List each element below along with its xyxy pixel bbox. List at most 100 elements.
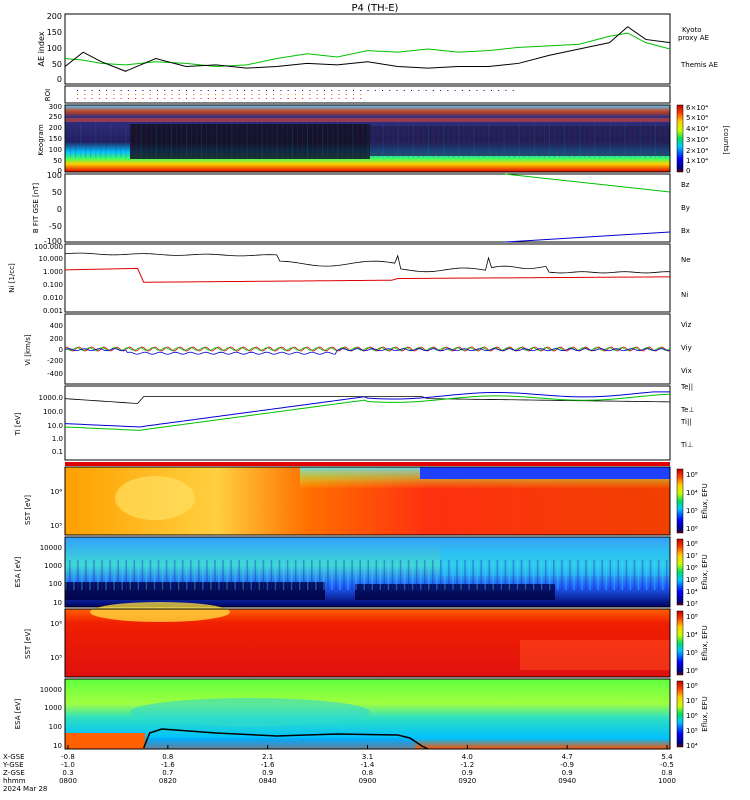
t-ytick-1: 100.0	[43, 408, 63, 416]
esa-e-stripe	[472, 560, 474, 590]
roi-dot	[98, 98, 100, 99]
roi-dot	[236, 90, 238, 91]
xtick-t-0: 0800	[59, 777, 77, 785]
esa-e-stripe	[553, 560, 555, 590]
roi-dot	[178, 94, 180, 95]
esa-e-stripe	[351, 560, 353, 590]
keogram-stripe	[649, 124, 651, 158]
roi-dot	[374, 90, 376, 91]
keogram-stripe	[216, 124, 218, 158]
keogram-stripe	[574, 124, 576, 158]
roi-dot	[287, 98, 289, 99]
esa-e-stripe	[456, 560, 458, 590]
roi-dot	[178, 98, 180, 99]
roi-dot	[498, 90, 500, 91]
xtick-z-6: 0.8	[661, 769, 672, 777]
xrow-label-0: X-GSE	[3, 753, 25, 761]
sste-ytick-0: 10⁶	[50, 488, 62, 496]
keo-cb-6: 0	[686, 167, 690, 175]
keogram-stripe	[155, 124, 157, 158]
roi-dot	[236, 98, 238, 99]
esa-e-stripe	[520, 560, 523, 590]
esa-e-stripe	[65, 560, 67, 590]
roi-dot	[338, 90, 340, 91]
keogram-stripe	[165, 124, 167, 158]
keogram-stripe	[659, 124, 661, 158]
roi-dot	[186, 94, 187, 95]
xrow-label-4: 2024 Mar 28	[3, 785, 47, 793]
roi-dot	[215, 94, 217, 95]
xtick-z-1: 0.7	[162, 769, 173, 777]
esa-e-stripe	[371, 560, 374, 590]
panel-density: Ni [1/cc] 100.000 10.000 1.000 0.100 0.0…	[8, 243, 691, 315]
sste-cb-0: 10⁸	[686, 471, 698, 479]
esa-e-stripe	[407, 560, 410, 590]
esa-e-stripe	[488, 560, 490, 590]
esa-e-stripe	[113, 560, 115, 590]
xtick-t-4: 0920	[458, 777, 476, 785]
esa-e-stripe	[508, 560, 511, 590]
esa-e-stripe	[569, 560, 571, 590]
keogram-stripe	[206, 124, 208, 158]
bx-series	[504, 231, 671, 243]
esa-e-stripe	[480, 560, 482, 590]
esa-e-stripe	[415, 560, 418, 590]
roi-dot	[164, 90, 166, 91]
keogram-stripe	[412, 124, 414, 158]
xtick-y-3: -1.4	[361, 761, 375, 769]
keogram-stripe	[417, 124, 419, 158]
esa-e-stripe	[549, 560, 551, 590]
keogram-stripe	[579, 124, 581, 158]
ae-ytick-2: 100	[47, 44, 62, 53]
keogram-stripe	[639, 124, 641, 158]
b-ylabel: B FIT GSE [nT]	[32, 183, 40, 234]
keogram-stripe	[115, 124, 117, 158]
keogram-stripe	[70, 124, 72, 158]
keogram-stripe	[508, 124, 510, 158]
keogram-stripe	[317, 124, 319, 158]
esa-e-stripe	[649, 560, 652, 590]
keogram-stripe	[619, 124, 621, 158]
roi-dot	[193, 94, 195, 95]
esa-e-stripe	[77, 560, 79, 590]
roi-dot	[222, 94, 224, 95]
esa-e-stripe	[557, 560, 559, 590]
esai-ytick-3: 10	[53, 742, 62, 750]
roi-dot	[91, 98, 93, 99]
keogram-stripe	[357, 124, 359, 158]
roi-dot	[461, 90, 463, 91]
roi-dot	[84, 98, 86, 99]
esa-e-stripe	[294, 560, 297, 590]
esa-e-stripe	[274, 560, 277, 590]
ssti-cb-0: 10⁸	[686, 613, 698, 621]
esa-e-stripe	[327, 560, 329, 590]
keogram-stripe	[533, 124, 535, 158]
keogram-stripe	[85, 124, 87, 158]
esa-e-stripe	[105, 560, 107, 590]
b-ytick-4: -100	[44, 237, 62, 246]
roi-dot	[352, 94, 354, 95]
roi-dot	[265, 98, 267, 99]
dens-ytick-4: 0.010	[43, 294, 63, 302]
roi-dot	[280, 90, 282, 91]
dens-ytick-3: 0.100	[43, 281, 63, 289]
xtick-t-6: 1000	[658, 777, 676, 785]
esa-e-stripe	[585, 560, 587, 590]
roi-dot	[120, 94, 122, 95]
ae-themis-series	[64, 26, 671, 72]
roi-dot	[316, 98, 318, 99]
esa-e-stripe	[73, 560, 75, 590]
esae-cb-label: Eflux, EFU	[701, 554, 709, 589]
legend-bz: Bz	[681, 181, 690, 189]
xtick-t-1: 0820	[159, 777, 177, 785]
esa-e-stripe	[625, 560, 628, 590]
roi-dot	[345, 94, 347, 95]
keogram-stripe	[307, 124, 308, 158]
xtick-y-6: -0.5	[660, 761, 674, 769]
roi-dot	[490, 90, 492, 91]
sste-cb-3: 10⁶	[686, 525, 698, 533]
keogram-stripe	[609, 124, 611, 158]
keogram-stripe	[453, 124, 455, 158]
dens-ylabel: Ni [1/cc]	[8, 263, 16, 293]
b-ytick-2: 0	[57, 205, 62, 214]
